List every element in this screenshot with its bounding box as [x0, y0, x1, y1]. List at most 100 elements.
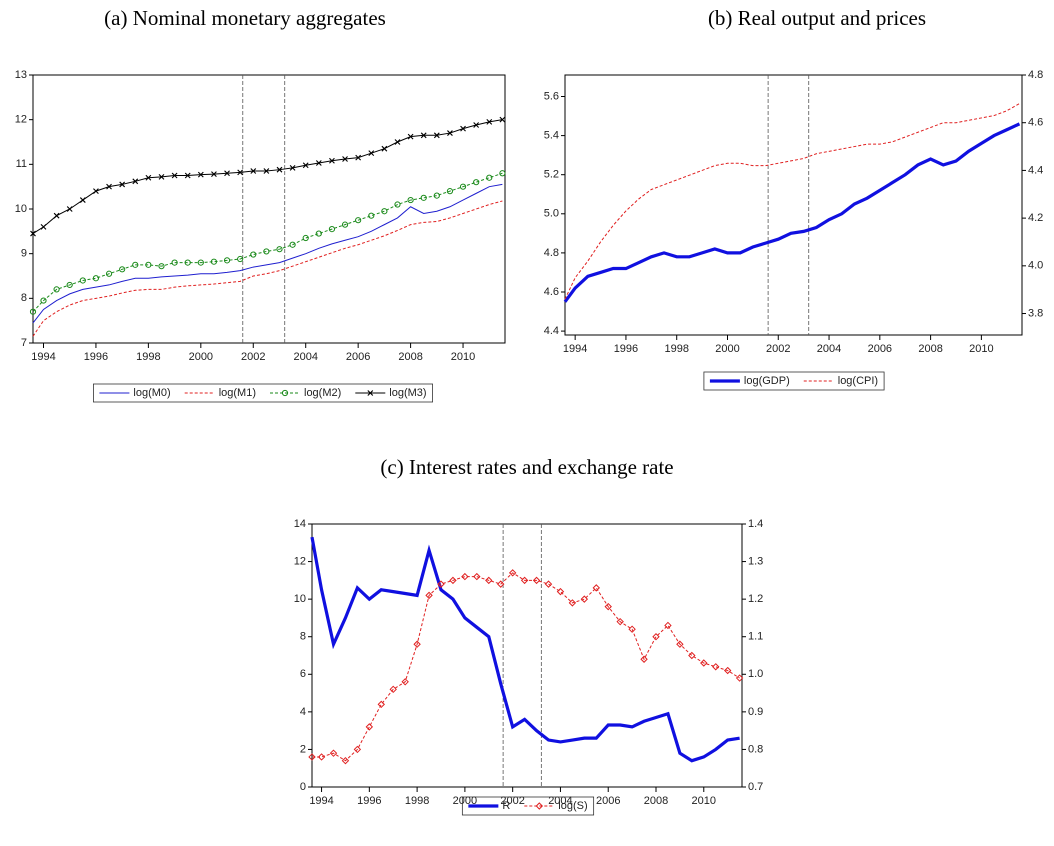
- y-tick-label: 10: [294, 593, 306, 605]
- y2-tick-label: 4.4: [1028, 164, 1043, 176]
- legend-label: log(CPI): [838, 375, 878, 387]
- x-tick-label: 2002: [241, 351, 265, 363]
- y-tick-label: 5.0: [544, 208, 559, 220]
- x-tick-label: 1998: [136, 351, 160, 363]
- legend-marker: [281, 389, 289, 397]
- marker: [485, 576, 493, 585]
- series-line: [563, 122, 1021, 303]
- legend-frame: [461, 796, 595, 816]
- marker: [302, 234, 309, 242]
- legend-label: log(M1): [219, 387, 256, 399]
- y-tick-label: 4: [300, 706, 306, 718]
- y-tick-label: 8: [21, 292, 27, 304]
- marker: [735, 674, 744, 682]
- marker: [158, 173, 165, 180]
- y-tick-label: 4.4: [544, 325, 559, 337]
- marker: [197, 259, 204, 266]
- y-tick-label: 5.2: [544, 169, 559, 181]
- y2-tick-label: 0.8: [748, 743, 763, 755]
- marker: [355, 217, 362, 224]
- legend-label: log(S): [558, 800, 587, 812]
- marker: [355, 154, 362, 161]
- marker: [652, 633, 660, 641]
- marker: [532, 576, 541, 585]
- series-line: [32, 183, 503, 324]
- marker: [119, 266, 126, 273]
- marker: [449, 576, 457, 585]
- marker: [66, 206, 73, 212]
- legend-frame: [93, 383, 433, 403]
- marker: [29, 308, 37, 315]
- legend-label: log(GDP): [744, 375, 790, 387]
- marker: [237, 255, 244, 263]
- marker: [365, 723, 374, 731]
- y2-tick-label: 0.7: [748, 781, 763, 793]
- marker: [237, 169, 244, 176]
- marker: [328, 226, 336, 233]
- marker: [184, 172, 191, 179]
- marker: [93, 188, 99, 195]
- marker: [289, 241, 296, 248]
- y-tick-label: 9: [21, 248, 27, 260]
- marker: [158, 263, 165, 270]
- y2-tick-label: 4.8: [1028, 69, 1043, 81]
- marker: [341, 221, 349, 228]
- x-tick-label: 2000: [715, 343, 739, 355]
- marker: [276, 246, 283, 253]
- marker: [329, 157, 335, 164]
- series-line: [310, 536, 740, 763]
- plot-frame: [311, 523, 743, 788]
- chart-title: (b) Real output and prices: [708, 6, 926, 30]
- marker: [425, 591, 433, 600]
- marker: [544, 580, 553, 588]
- legend-label: log(M0): [133, 387, 170, 399]
- marker: [92, 275, 100, 282]
- marker: [664, 621, 672, 630]
- marker: [79, 277, 86, 284]
- marker: [473, 122, 480, 128]
- marker: [132, 178, 139, 185]
- marker: [289, 165, 296, 171]
- marker: [499, 116, 506, 123]
- marker: [420, 194, 427, 201]
- marker: [592, 584, 600, 592]
- marker: [723, 666, 732, 675]
- marker: [389, 685, 397, 694]
- marker: [145, 261, 152, 268]
- marker: [461, 572, 469, 581]
- marker: [66, 281, 73, 289]
- marker: [308, 753, 316, 761]
- marker: [368, 150, 375, 157]
- marker: [40, 223, 47, 230]
- y-tick-label: 6: [300, 668, 306, 680]
- marker: [460, 125, 466, 132]
- marker: [211, 171, 217, 178]
- marker: [250, 251, 257, 258]
- plot-frame: [564, 74, 1023, 336]
- marker: [210, 258, 218, 265]
- marker: [640, 655, 648, 663]
- marker: [473, 179, 480, 186]
- legend-label: R: [502, 800, 510, 812]
- marker: [276, 166, 283, 173]
- y-tick-label: 10: [15, 203, 27, 215]
- marker: [676, 640, 684, 648]
- y-tick-label: 12: [294, 555, 306, 567]
- marker: [486, 119, 493, 125]
- x-tick-label: 2010: [451, 351, 475, 363]
- x-tick-label: 2006: [868, 343, 892, 355]
- marker: [105, 270, 113, 277]
- marker: [447, 130, 453, 136]
- marker: [688, 651, 696, 660]
- marker: [401, 678, 409, 686]
- legend-label: log(M3): [389, 387, 426, 399]
- y-tick-label: 4.6: [544, 286, 559, 298]
- y-tick-label: 7: [21, 337, 27, 349]
- y-tick-label: 5.6: [544, 90, 559, 102]
- x-tick-label: 2000: [189, 351, 213, 363]
- marker: [119, 181, 126, 188]
- x-tick-label: 2008: [918, 343, 942, 355]
- y2-tick-label: 1.3: [748, 555, 763, 567]
